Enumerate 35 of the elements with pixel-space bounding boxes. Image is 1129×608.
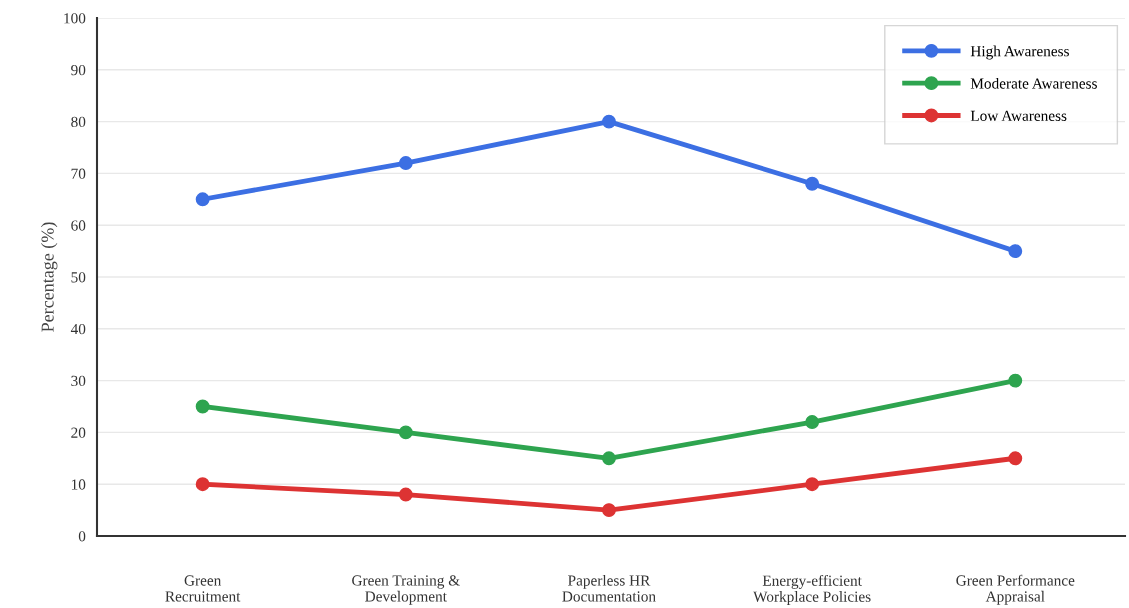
legend-label: Low Awareness [970,110,1067,121]
point [1008,373,1023,388]
point [1008,451,1023,466]
y-tick-label: 30 [71,375,86,387]
point [602,451,616,466]
point [805,477,820,492]
point [805,176,820,191]
y-tick-label: 50 [71,272,86,283]
y-axis-title: Percentage (%) [40,222,58,332]
x-tick-label: Green Training & Development [352,575,460,605]
point [602,503,616,518]
legend-label: Moderate Awareness [970,77,1097,89]
y-tick-label: 70 [71,168,86,179]
point [195,477,210,492]
y-tick-label: 20 [71,427,86,438]
point [195,399,210,414]
legend-label: High Awareness [970,45,1069,60]
point [398,487,413,502]
x-tick-label: Paperless HR Documentation [562,574,656,602]
point [195,192,210,207]
point [805,415,820,429]
point [398,156,413,170]
point [398,425,413,440]
y-tick-label: 60 [71,220,86,231]
y-tick-label: 10 [71,479,86,490]
point [602,114,616,129]
y-tick-label: 80 [71,116,86,128]
y-tick-label: 0 [78,531,86,542]
x-tick-label: Green Recruitment [165,575,241,602]
y-tick-label: 40 [70,323,86,335]
y-tick-label: 100 [64,13,86,24]
x-tick-label: Energy-efficient Workplace Policies [753,574,871,605]
point [1008,244,1023,259]
y-tick-label: 90 [71,64,86,76]
x-tick-label: Green Performance Appraisal [956,574,1075,605]
